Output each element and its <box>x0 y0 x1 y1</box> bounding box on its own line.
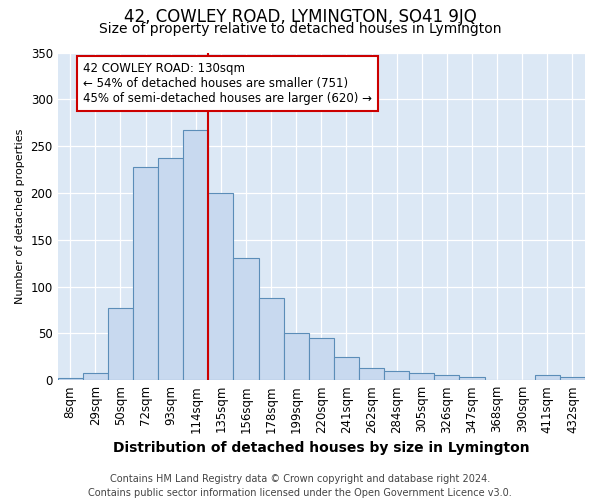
Bar <box>183 130 208 380</box>
Bar <box>560 378 585 380</box>
Bar <box>309 338 334 380</box>
Bar <box>83 372 108 380</box>
Bar <box>259 298 284 380</box>
Bar <box>158 158 183 380</box>
Bar <box>58 378 83 380</box>
Text: 42, COWLEY ROAD, LYMINGTON, SO41 9JQ: 42, COWLEY ROAD, LYMINGTON, SO41 9JQ <box>124 8 476 26</box>
Bar <box>359 368 384 380</box>
Bar <box>233 258 259 380</box>
Bar <box>535 376 560 380</box>
Bar <box>409 372 434 380</box>
Bar <box>108 308 133 380</box>
Text: Contains HM Land Registry data © Crown copyright and database right 2024.
Contai: Contains HM Land Registry data © Crown c… <box>88 474 512 498</box>
Bar <box>284 334 309 380</box>
Y-axis label: Number of detached properties: Number of detached properties <box>15 128 25 304</box>
Bar <box>334 357 359 380</box>
Bar <box>460 378 485 380</box>
Text: 42 COWLEY ROAD: 130sqm
← 54% of detached houses are smaller (751)
45% of semi-de: 42 COWLEY ROAD: 130sqm ← 54% of detached… <box>83 62 372 105</box>
Bar <box>434 376 460 380</box>
Text: Size of property relative to detached houses in Lymington: Size of property relative to detached ho… <box>99 22 501 36</box>
Bar <box>384 371 409 380</box>
Bar <box>208 193 233 380</box>
Bar <box>133 166 158 380</box>
X-axis label: Distribution of detached houses by size in Lymington: Distribution of detached houses by size … <box>113 441 530 455</box>
